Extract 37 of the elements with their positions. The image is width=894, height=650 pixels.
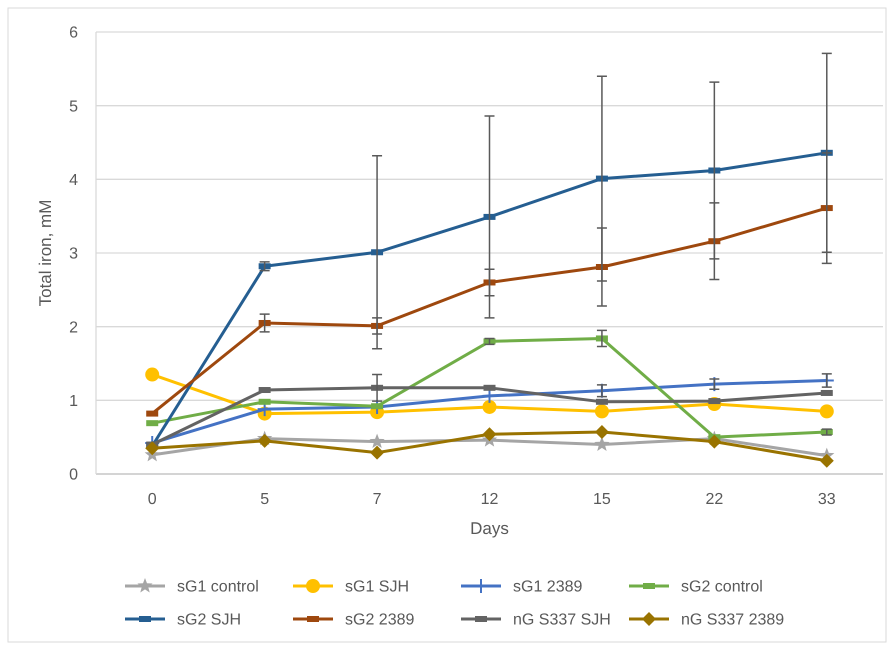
x-tick-label: 22 [705, 491, 724, 508]
point [145, 441, 160, 456]
legend-label: sG1 SJH [345, 578, 410, 596]
point [258, 434, 272, 448]
y-tick-label: 0 [69, 466, 78, 484]
legend-label: sG1 2389 [513, 578, 582, 596]
point [594, 436, 610, 452]
x-tick-label: 7 [372, 491, 382, 508]
x-tick-label: 15 [593, 491, 611, 508]
y-tick-label: 6 [69, 24, 78, 42]
x-axis-title: Days [470, 519, 509, 538]
legend-label: sG2 SJH [177, 612, 242, 629]
legend-label: sG2 control [681, 578, 763, 596]
point [707, 434, 722, 449]
x-tick-label: 0 [148, 491, 157, 508]
point [145, 368, 160, 382]
y-tick-label: 5 [69, 98, 78, 116]
point [594, 425, 609, 440]
y-tick-label: 3 [69, 246, 78, 263]
legend-label: nG S337 SJH [513, 612, 611, 629]
x-tick-label: 33 [818, 491, 836, 508]
y-tick-label: 1 [69, 392, 78, 410]
point [482, 427, 496, 442]
y-tick-label: 4 [69, 172, 78, 189]
legend-label: nG S337 2389 [681, 612, 784, 629]
y-tick-label: 2 [69, 319, 78, 336]
point [370, 446, 384, 460]
legend-label: sG1 control [177, 578, 259, 596]
point [820, 404, 834, 418]
point [820, 454, 834, 468]
point [594, 404, 609, 418]
x-tick-label: 12 [480, 491, 498, 508]
point [482, 400, 496, 414]
y-axis-title: Total iron, mM [36, 200, 55, 306]
x-tick-label: 5 [260, 491, 270, 508]
point [369, 434, 385, 448]
legend-label: sG2 2389 [345, 612, 414, 629]
